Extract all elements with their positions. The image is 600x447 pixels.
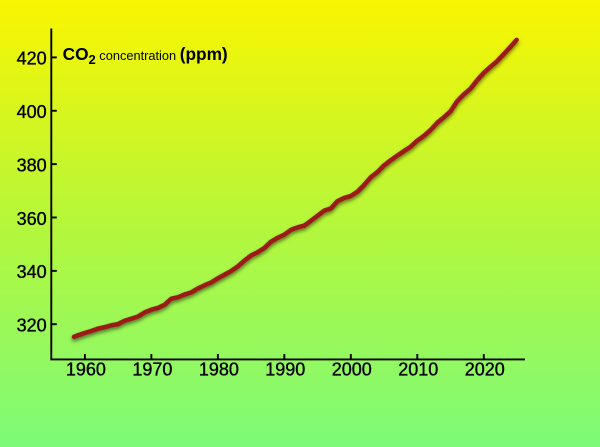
svg-text:320: 320 — [17, 316, 47, 336]
svg-text:400: 400 — [17, 102, 47, 122]
svg-text:420: 420 — [17, 49, 47, 69]
svg-text:380: 380 — [17, 155, 47, 175]
svg-text:1990: 1990 — [265, 360, 305, 380]
svg-text:2000: 2000 — [332, 360, 372, 380]
svg-text:2010: 2010 — [398, 360, 438, 380]
svg-text:1980: 1980 — [199, 360, 239, 380]
svg-text:1960: 1960 — [66, 360, 106, 380]
svg-text:CO2 concentration (ppm): CO2 concentration (ppm) — [63, 44, 228, 67]
svg-text:2020: 2020 — [465, 360, 505, 380]
svg-text:1970: 1970 — [132, 360, 172, 380]
svg-text:360: 360 — [17, 209, 47, 229]
svg-text:340: 340 — [17, 262, 47, 282]
